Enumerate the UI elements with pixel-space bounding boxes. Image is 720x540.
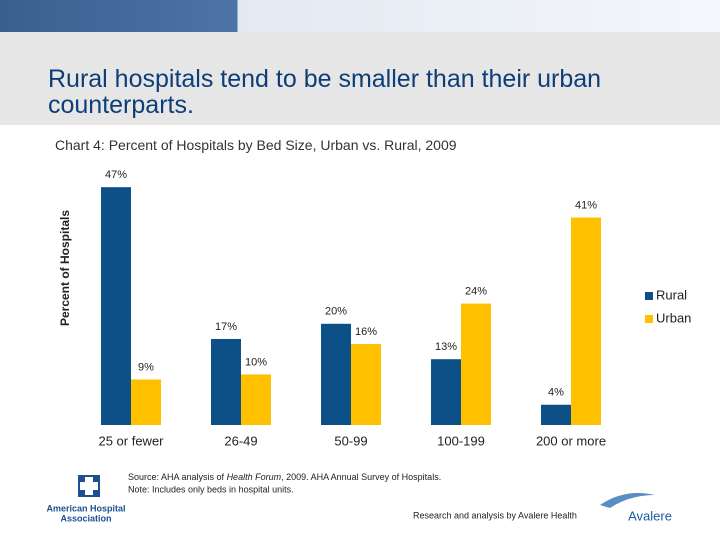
data-label: 17% [215,321,237,333]
x-tick-label: 200 or more [536,433,606,448]
legend-swatch [645,292,653,300]
data-label: 16% [355,326,377,338]
legend-swatch [645,315,653,323]
aha-logo-cross [80,482,98,490]
bar [351,344,381,425]
x-tick-label: 50-99 [334,433,367,448]
aha-name: Association [60,513,111,523]
chart-title: Chart 4: Percent of Hospitals by Bed Siz… [55,137,457,153]
data-label: 10% [245,356,267,368]
data-label: 47% [105,169,127,181]
bar [131,379,161,425]
bar [101,187,131,425]
credit: Research and analysis by Avalere Health [413,510,577,520]
source-prefix: Source: AHA analysis of [128,472,227,482]
avalere-name: Avalere [628,508,672,523]
avalere-wave [600,492,655,508]
bar [571,217,601,425]
x-tick-label: 26-49 [224,433,257,448]
y-axis-label: Percent of Hospitals [58,210,72,326]
header-band [0,0,720,32]
legend-label: Rural [656,287,687,302]
bar [241,374,271,425]
x-tick-label: 100-199 [437,433,485,448]
bar [321,323,351,425]
data-label: 13% [435,341,457,353]
data-label: 24% [465,285,487,297]
legend-label: Urban [656,310,691,325]
bar [431,359,461,425]
source-suffix: , 2009. AHA Annual Survey of Hospitals. [281,472,441,482]
data-label: 20% [325,306,347,318]
data-label: 41% [575,199,597,211]
data-label: 9% [138,361,154,373]
bar [461,303,491,425]
source: Source: AHA analysis of Health Forum, 20… [128,472,441,482]
source-italic: Health Forum [227,472,282,482]
title-band [0,32,720,125]
x-tick-label: 25 or fewer [98,433,164,448]
bar [211,338,241,425]
bar [541,404,571,425]
data-label: 4% [548,387,564,399]
slide-title: Rural hospitals tend to be smaller than … [48,65,602,119]
aha-name: American Hospital [46,503,125,513]
note: Note: Includes only beds in hospital uni… [128,484,294,494]
